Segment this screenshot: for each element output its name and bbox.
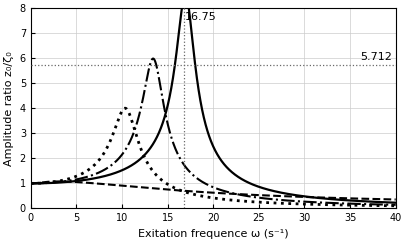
Y-axis label: Amplitude ratio z₀/ζ₀: Amplitude ratio z₀/ζ₀ [4, 51, 14, 166]
Text: 16.75: 16.75 [185, 12, 216, 22]
Text: 5.712: 5.712 [359, 52, 391, 62]
X-axis label: Exitation frequence ω (s⁻¹): Exitation frequence ω (s⁻¹) [138, 229, 288, 239]
